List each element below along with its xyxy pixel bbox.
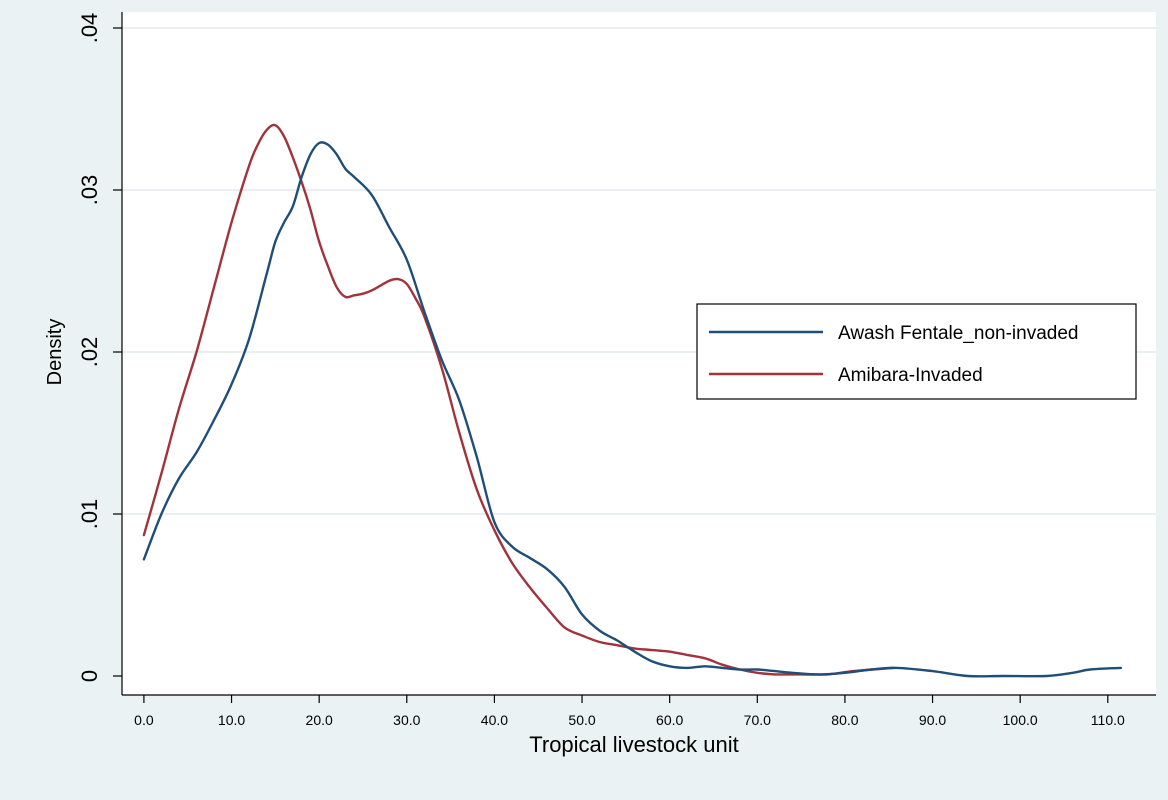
x-tick-label: 30.0 [393, 712, 420, 728]
series-layer [142, 123, 1123, 678]
x-tick-label: 60.0 [656, 712, 683, 728]
series-line-awash-fentale [142, 141, 1123, 678]
x-tick-label: 80.0 [831, 712, 858, 728]
x-tick-label: 0.0 [134, 712, 154, 728]
x-tick-label: 20.0 [306, 712, 333, 728]
y-axis-title: Density [44, 319, 66, 386]
legend-label: Awash Fentale_non-invaded [838, 323, 1079, 344]
legend-box [696, 303, 1137, 400]
legend-label: Amibara-Invaded [838, 365, 983, 386]
x-axis-title: Tropical livestock unit [529, 732, 738, 757]
y-tick-label: .03 [77, 175, 102, 206]
x-tick-label: 10.0 [218, 712, 245, 728]
series-line-amibara [142, 123, 895, 676]
axis-layer: 0 .01 .02 .03 .04 0.0 10.0 20.0 30.0 40.0 50.0 60.0… [77, 12, 1156, 728]
x-tick-label: 100.0 [1003, 712, 1038, 728]
x-tick-label: 110.0 [1091, 712, 1125, 728]
x-tick-label: 70.0 [744, 712, 771, 728]
y-tick-label: .01 [77, 499, 102, 530]
x-tick-label: 50.0 [568, 712, 595, 728]
x-tick-label: 40.0 [481, 712, 508, 728]
legend: Awash Fentale_non-invaded Amibara-Invaded [696, 303, 1137, 400]
x-tick-label: 90.0 [919, 712, 946, 728]
y-tick-label: .02 [77, 337, 102, 368]
y-tick-label: 0 [77, 670, 102, 682]
y-tick-label: .04 [77, 13, 102, 44]
